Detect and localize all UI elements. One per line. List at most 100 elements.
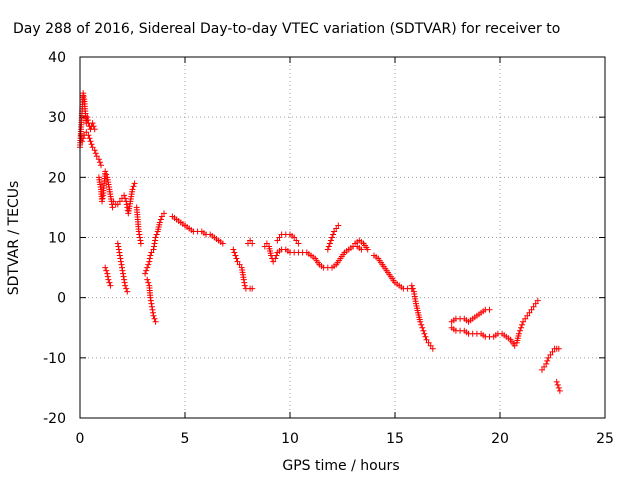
data-point bbox=[145, 279, 152, 286]
data-point bbox=[329, 234, 335, 241]
y-tick-label: 20 bbox=[48, 170, 66, 186]
data-point bbox=[119, 264, 125, 271]
data-point bbox=[156, 219, 163, 226]
data-point bbox=[99, 198, 106, 205]
data-point bbox=[534, 297, 541, 304]
data-point bbox=[117, 258, 124, 265]
data-point bbox=[555, 384, 562, 391]
data-point bbox=[122, 195, 129, 202]
chart-title: Day 288 of 2016, Sidereal Day-to-day VTE… bbox=[13, 21, 560, 37]
data-point bbox=[131, 180, 138, 187]
data-point bbox=[103, 267, 110, 274]
data-point bbox=[324, 246, 331, 253]
data-point bbox=[423, 336, 430, 343]
data-point bbox=[151, 243, 158, 250]
y-tick-label: -10 bbox=[43, 351, 66, 367]
data-point bbox=[103, 171, 110, 178]
y-tick-label: 10 bbox=[48, 231, 66, 247]
data-point bbox=[421, 330, 428, 337]
data-point bbox=[153, 231, 160, 238]
data-point bbox=[330, 231, 337, 238]
data-point bbox=[233, 255, 240, 262]
data-point bbox=[120, 270, 127, 277]
data-point bbox=[99, 195, 106, 202]
x-tick-label: 25 bbox=[596, 431, 614, 447]
data-marks bbox=[77, 90, 563, 394]
data-point bbox=[556, 387, 563, 394]
data-point bbox=[115, 246, 122, 253]
data-point bbox=[89, 144, 96, 151]
data-point bbox=[231, 249, 238, 256]
data-point bbox=[116, 249, 123, 256]
data-point bbox=[88, 141, 95, 148]
data-point bbox=[247, 237, 254, 244]
data-point bbox=[541, 363, 548, 370]
data-point bbox=[249, 240, 256, 247]
tick-labels: 0 5 10 15 20 25 -20 -10 0 10 20 30 40 bbox=[43, 50, 614, 447]
data-point bbox=[553, 378, 560, 385]
data-point bbox=[147, 252, 154, 259]
data-point bbox=[143, 267, 150, 274]
data-point bbox=[518, 324, 524, 331]
data-point bbox=[146, 255, 153, 262]
x-tick-label: 5 bbox=[181, 431, 190, 447]
data-point bbox=[249, 285, 256, 292]
data-point bbox=[519, 321, 526, 328]
data-point bbox=[274, 237, 281, 244]
data-point bbox=[291, 234, 298, 241]
data-point bbox=[104, 273, 111, 280]
data-point bbox=[148, 249, 155, 256]
data-point bbox=[84, 114, 91, 121]
data-point bbox=[121, 279, 128, 286]
data-point bbox=[105, 276, 112, 283]
data-point bbox=[117, 255, 124, 262]
data-point bbox=[89, 120, 96, 127]
data-point bbox=[136, 231, 143, 238]
data-point bbox=[96, 159, 103, 166]
plot-frame bbox=[79, 56, 606, 419]
data-point bbox=[219, 240, 226, 247]
x-tick-label: 10 bbox=[281, 431, 299, 447]
data-point bbox=[121, 192, 128, 199]
data-point bbox=[151, 315, 158, 322]
data-point bbox=[137, 240, 144, 247]
data-point bbox=[234, 258, 241, 265]
data-point bbox=[158, 213, 165, 220]
data-point bbox=[325, 243, 332, 250]
data-point bbox=[114, 240, 121, 247]
data-point bbox=[83, 129, 90, 136]
data-point bbox=[240, 276, 247, 283]
data-point bbox=[146, 258, 153, 265]
data-point bbox=[530, 303, 537, 310]
data-point bbox=[364, 246, 371, 253]
data-point bbox=[129, 186, 136, 193]
data-point bbox=[91, 147, 98, 154]
data-point bbox=[326, 240, 333, 247]
data-point bbox=[136, 234, 143, 241]
data-point bbox=[116, 198, 123, 205]
data-point bbox=[85, 132, 92, 139]
data-point bbox=[145, 261, 152, 268]
data-point bbox=[109, 204, 116, 211]
data-point bbox=[516, 327, 523, 334]
data-point bbox=[148, 300, 155, 307]
data-point bbox=[230, 246, 237, 253]
data-point bbox=[358, 246, 365, 253]
data-point bbox=[544, 357, 551, 364]
data-point bbox=[549, 348, 556, 355]
data-point bbox=[130, 183, 137, 190]
data-point bbox=[331, 228, 338, 235]
data-point bbox=[522, 315, 529, 322]
data-point bbox=[526, 309, 533, 316]
data-point bbox=[114, 201, 121, 208]
data-point bbox=[124, 288, 131, 295]
data-point bbox=[263, 240, 270, 247]
data-point bbox=[152, 237, 159, 244]
data-point bbox=[135, 228, 142, 235]
data-point bbox=[147, 294, 154, 301]
data-point bbox=[422, 333, 429, 340]
data-point bbox=[98, 162, 104, 169]
data-point bbox=[119, 267, 126, 274]
data-point bbox=[232, 252, 239, 259]
